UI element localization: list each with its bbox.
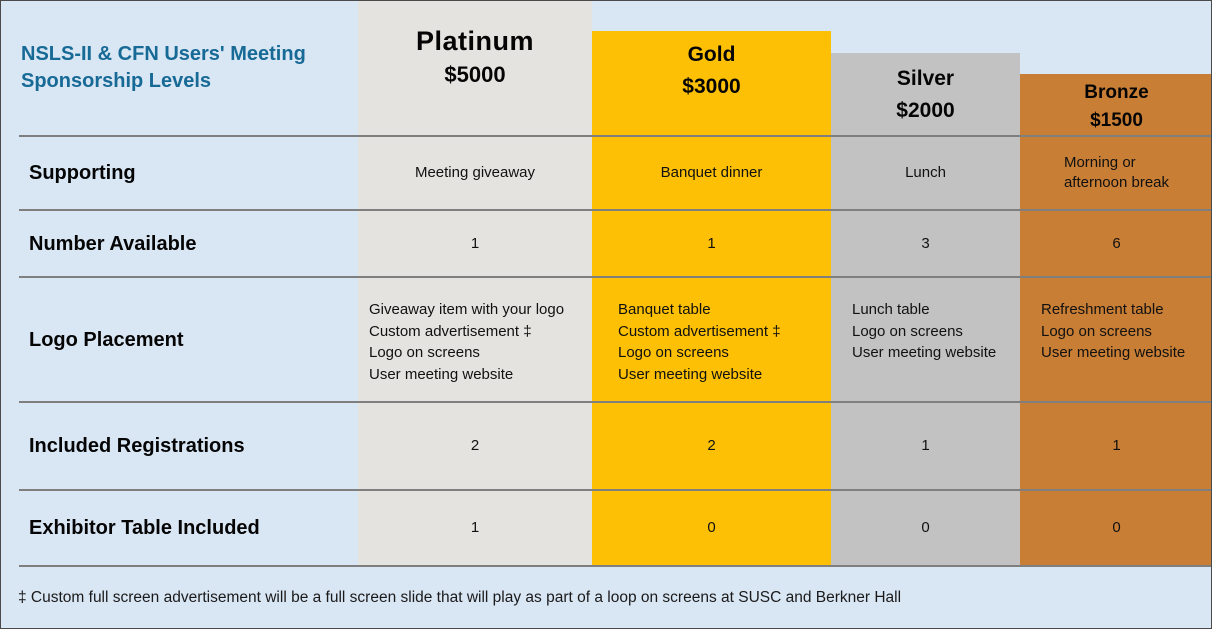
divider-line	[19, 276, 1211, 278]
cell-text: 0	[707, 519, 716, 536]
row-label-exhibitor-table: Exhibitor Table Included	[29, 517, 260, 539]
divider-line	[19, 209, 1211, 211]
page-title-line1: NSLS-II & CFN Users' Meeting	[21, 43, 306, 65]
cell-number-silver: 3	[831, 210, 1020, 277]
bronze-column-background	[1020, 74, 1211, 566]
cell-logo-platinum: Giveaway item with your logo Custom adve…	[358, 277, 592, 402]
tier-header-gold: Gold $3000	[592, 31, 831, 99]
cell-text: Lunch table Logo on screens User meeting…	[852, 301, 997, 361]
cell-exhibitor-platinum: 1	[358, 490, 592, 566]
cell-logo-bronze: Refreshment table Logo on screens User m…	[1020, 277, 1211, 402]
table-row-number-available: Number Available 1 1 3 6	[1, 210, 1211, 277]
row-label-supporting: Supporting	[29, 162, 136, 184]
cell-number-gold: 1	[592, 210, 831, 277]
divider-line	[19, 135, 1211, 137]
cell-supporting-gold: Banquet dinner	[592, 136, 831, 210]
cell-text: 6	[1112, 234, 1121, 252]
cell-supporting-bronze: Morning or afternoon break	[1020, 136, 1211, 210]
cell-text: 1	[1112, 437, 1121, 454]
table-row-supporting: Supporting Meeting giveaway Banquet dinn…	[1, 136, 1211, 210]
footnote: ‡ Custom full screen advertisement will …	[18, 589, 902, 606]
platinum-column-background	[358, 1, 592, 566]
cell-text: 2	[707, 437, 716, 454]
gold-column-background	[592, 31, 831, 566]
cell-logo-silver: Lunch table Logo on screens User meeting…	[831, 277, 1020, 402]
silver-column-background	[831, 53, 1020, 566]
cell-registrations-bronze: 1	[1020, 402, 1211, 490]
tier-name-silver: Silver	[896, 67, 955, 90]
tier-header-platinum: Platinum $5000	[358, 1, 592, 88]
cell-text: 3	[921, 234, 930, 252]
table-row-logo-placement: Logo Placement Giveaway item with your l…	[1, 277, 1211, 402]
tier-price-platinum: $5000	[444, 62, 506, 87]
divider-line	[19, 565, 1211, 567]
page-title-line2: Sponsorship Levels	[21, 70, 212, 92]
cell-text: Refreshment table Logo on screens User m…	[1041, 301, 1186, 361]
cell-text: 0	[1112, 519, 1121, 536]
cell-text: Banquet dinner	[660, 164, 763, 181]
cell-exhibitor-silver: 0	[831, 490, 1020, 566]
divider-line	[19, 401, 1211, 403]
cell-text: 1	[707, 234, 716, 252]
tier-name-platinum: Platinum	[415, 26, 534, 56]
cell-supporting-silver: Lunch	[831, 136, 1020, 210]
cell-number-bronze: 6	[1020, 210, 1211, 277]
tier-name-bronze: Bronze	[1084, 82, 1149, 103]
page-title: NSLS-II & CFN Users' Meeting Sponsorship…	[21, 41, 351, 95]
cell-registrations-platinum: 2	[358, 402, 592, 490]
cell-text: Meeting giveaway	[414, 164, 536, 181]
tier-price-bronze: $1500	[1090, 110, 1143, 131]
cell-text: 1	[921, 437, 930, 454]
tier-header-silver: Silver $2000	[831, 53, 1020, 123]
cell-text: 2	[470, 437, 480, 454]
cell-text: 1	[470, 519, 480, 536]
cell-text: Lunch	[905, 164, 946, 181]
cell-text: Morning or afternoon break	[1063, 154, 1170, 191]
tier-header-bronze: Bronze $1500	[1020, 74, 1211, 132]
cell-exhibitor-bronze: 0	[1020, 490, 1211, 566]
divider-line	[19, 489, 1211, 491]
cell-text: Banquet table Custom advertisement ‡ Log…	[618, 301, 781, 383]
cell-supporting-platinum: Meeting giveaway	[358, 136, 592, 210]
table-row-exhibitor-table: Exhibitor Table Included 1 0 0 0	[1, 490, 1211, 566]
cell-registrations-gold: 2	[592, 402, 831, 490]
tier-price-silver: $2000	[896, 99, 955, 122]
row-label-included-registrations: Included Registrations	[29, 435, 245, 457]
row-label-number-available: Number Available	[29, 232, 197, 255]
cell-text: 0	[921, 519, 930, 536]
row-label-logo-placement: Logo Placement	[29, 328, 184, 351]
table-row-included-registrations: Included Registrations 2 2 1 1	[1, 402, 1211, 490]
cell-text: 1	[470, 234, 480, 252]
cell-exhibitor-gold: 0	[592, 490, 831, 566]
cell-text: Giveaway item with your logo Custom adve…	[369, 301, 565, 383]
cell-number-platinum: 1	[358, 210, 592, 277]
cell-logo-gold: Banquet table Custom advertisement ‡ Log…	[592, 277, 831, 402]
cell-registrations-silver: 1	[831, 402, 1020, 490]
tier-name-gold: Gold	[687, 43, 736, 66]
tier-price-gold: $3000	[682, 75, 741, 98]
